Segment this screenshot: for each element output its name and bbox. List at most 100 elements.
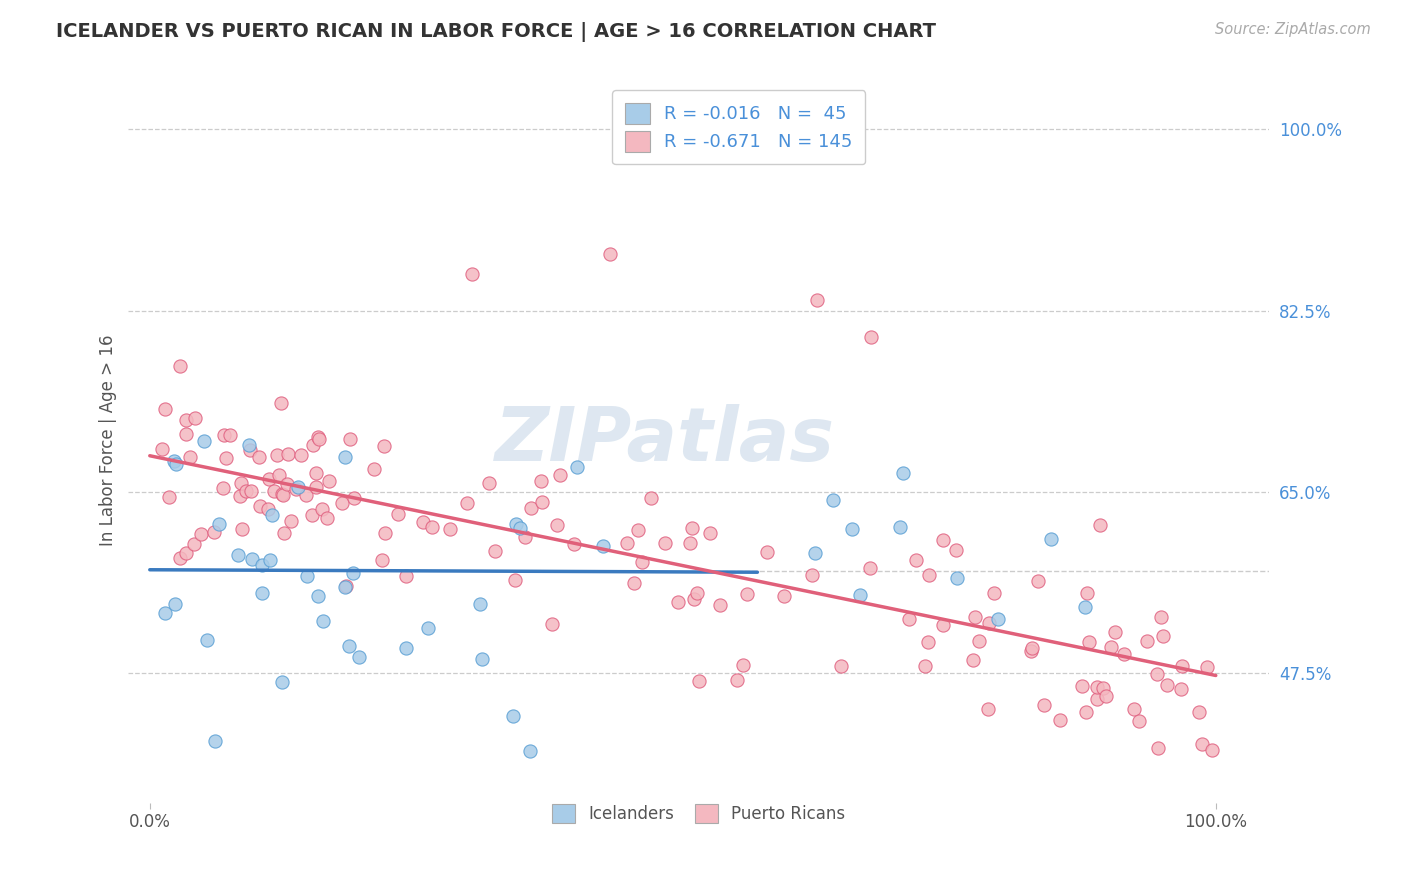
Point — [503, 574, 526, 588]
Point — [174, 545, 197, 559]
Point — [1112, 647, 1135, 661]
Text: ZIPatlas: ZIPatlas — [495, 404, 835, 476]
Point — [395, 569, 418, 583]
Point — [215, 451, 238, 466]
Point — [1128, 714, 1150, 729]
Point — [239, 442, 262, 457]
Point — [266, 449, 288, 463]
Point — [270, 395, 292, 409]
Point — [773, 589, 796, 603]
Point — [330, 496, 353, 510]
Point — [347, 650, 370, 665]
Point — [1088, 518, 1111, 533]
Point — [1149, 610, 1171, 624]
Point — [1021, 640, 1043, 655]
Point — [1197, 660, 1219, 674]
Point — [193, 434, 215, 449]
Point — [1171, 658, 1194, 673]
Point — [666, 595, 689, 609]
Point — [471, 652, 494, 666]
Point — [505, 517, 527, 532]
Point — [806, 293, 828, 308]
Point — [155, 401, 177, 416]
Point — [1049, 714, 1071, 728]
Point — [342, 566, 364, 580]
Point — [804, 546, 827, 560]
Point — [891, 466, 914, 480]
Point — [150, 442, 173, 456]
Point — [290, 448, 312, 462]
Point — [337, 639, 360, 653]
Point — [271, 488, 294, 502]
Point — [461, 268, 484, 282]
Point — [1078, 635, 1101, 649]
Point — [301, 508, 323, 522]
Point — [1074, 705, 1097, 719]
Point — [231, 476, 253, 491]
Point — [174, 426, 197, 441]
Point — [183, 537, 205, 551]
Point — [231, 522, 253, 536]
Point — [184, 411, 207, 425]
Point — [678, 536, 700, 550]
Point — [1191, 737, 1213, 751]
Point — [1095, 689, 1118, 703]
Point — [315, 511, 337, 525]
Point — [270, 487, 292, 501]
Point — [318, 474, 340, 488]
Point — [531, 494, 554, 508]
Point — [1091, 681, 1114, 695]
Point — [529, 475, 551, 489]
Point — [987, 612, 1010, 626]
Point — [439, 521, 461, 535]
Point — [259, 553, 281, 567]
Point — [339, 432, 361, 446]
Point — [240, 551, 263, 566]
Point — [897, 612, 920, 626]
Point — [214, 428, 236, 442]
Point — [565, 459, 588, 474]
Point — [420, 520, 443, 534]
Point — [269, 468, 291, 483]
Point — [1040, 532, 1063, 546]
Point — [308, 432, 330, 446]
Point — [1187, 705, 1209, 719]
Point — [917, 634, 939, 648]
Point — [592, 539, 614, 553]
Point — [342, 491, 364, 506]
Point — [1156, 677, 1178, 691]
Point — [478, 475, 501, 490]
Point — [169, 550, 191, 565]
Point — [1099, 640, 1122, 655]
Point — [247, 450, 270, 464]
Point — [363, 462, 385, 476]
Point — [967, 634, 990, 648]
Point — [983, 586, 1005, 600]
Point — [226, 549, 249, 563]
Point — [823, 492, 845, 507]
Point — [311, 501, 333, 516]
Point — [280, 514, 302, 528]
Point — [860, 329, 883, 343]
Point — [174, 412, 197, 426]
Point — [640, 491, 662, 505]
Point — [163, 454, 186, 468]
Point — [333, 450, 356, 465]
Point — [418, 621, 440, 635]
Point — [155, 606, 177, 620]
Point — [513, 530, 536, 544]
Point — [202, 525, 225, 540]
Point — [295, 569, 318, 583]
Point — [688, 673, 710, 688]
Point — [1136, 634, 1159, 648]
Point — [335, 579, 357, 593]
Point — [541, 617, 564, 632]
Point — [599, 246, 621, 260]
Point — [273, 526, 295, 541]
Point — [374, 526, 396, 541]
Point — [519, 744, 541, 758]
Point — [977, 702, 1000, 716]
Point — [229, 489, 252, 503]
Point — [755, 545, 778, 559]
Point — [681, 521, 703, 535]
